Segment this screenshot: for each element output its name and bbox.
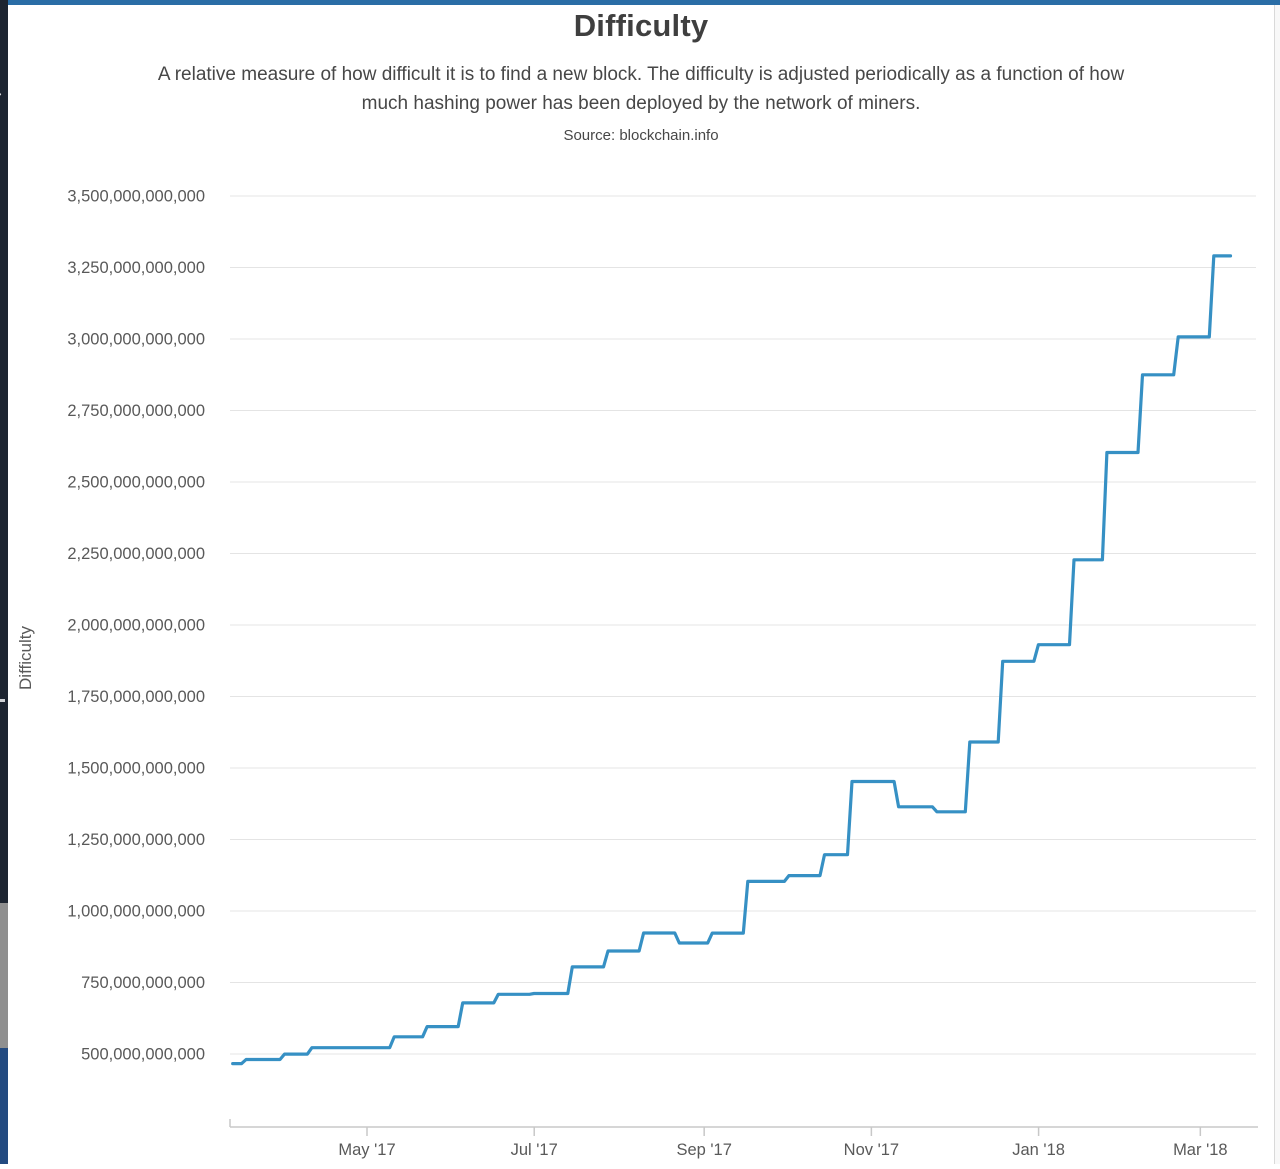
x-tick-label: Sep '17 [676, 1141, 731, 1159]
window-top-accent-bar [0, 0, 1280, 5]
y-tick-label: 2,250,000,000,000 [67, 545, 205, 563]
page-right-gutter [1275, 5, 1280, 1164]
chart-source-label: Source: blockchain.info [563, 127, 719, 144]
y-tick-label: 1,500,000,000,000 [67, 760, 205, 778]
x-tick-label: May '17 [338, 1141, 395, 1159]
chart-subtitle: A relative measure of how difficult it i… [8, 60, 1274, 118]
y-tick-label: 3,500,000,000,000 [67, 188, 205, 206]
y-axis-title: Difficulty [16, 626, 35, 690]
edge-blue-segment [0, 1048, 8, 1164]
x-tick-label: Mar '18 [1173, 1141, 1228, 1159]
subtitle-line-2: much hashing power has been deployed by … [361, 93, 921, 114]
x-axis-labels: May '17 Jul '17 Sep '17 Nov '17 Jan '18 Mar '… [338, 1127, 1228, 1159]
chevron-right-icon: › [0, 86, 2, 100]
y-tick-label: 1,250,000,000,000 [67, 831, 205, 849]
background-window-edge: › [0, 0, 8, 1164]
x-tick-label: Jul '17 [511, 1141, 558, 1159]
chart-header: Difficulty A relative measure of how dif… [8, 0, 1274, 144]
y-tick-label: 3,250,000,000,000 [67, 259, 205, 277]
edge-gray-segment [0, 903, 8, 1048]
y-tick-label: 2,500,000,000,000 [67, 474, 205, 492]
y-axis-labels: 500,000,000,000 750,000,000,000 1,000,000,… [67, 188, 205, 1064]
difficulty-series-line[interactable] [231, 254, 1233, 1066]
y-tick-label: 3,000,000,000,000 [67, 331, 205, 349]
subtitle-line-1: A relative measure of how difficult it i… [157, 64, 1125, 85]
y-tick-label: 750,000,000,000 [81, 974, 205, 992]
y-tick-label: 2,750,000,000,000 [67, 402, 205, 420]
page-title: Difficulty [573, 8, 709, 43]
x-tick-label: Nov '17 [844, 1141, 899, 1159]
y-tick-label: 2,000,000,000,000 [67, 617, 205, 635]
panel-right-border [1274, 5, 1275, 1164]
edge-dash-decoration [0, 699, 5, 702]
y-tick-label: 1,750,000,000,000 [67, 688, 205, 706]
y-tick-label: 1,000,000,000,000 [67, 903, 205, 921]
gridlines [230, 195, 1256, 1055]
y-tick-label: 500,000,000,000 [81, 1046, 205, 1064]
x-tick-label: Jan '18 [1012, 1141, 1065, 1159]
